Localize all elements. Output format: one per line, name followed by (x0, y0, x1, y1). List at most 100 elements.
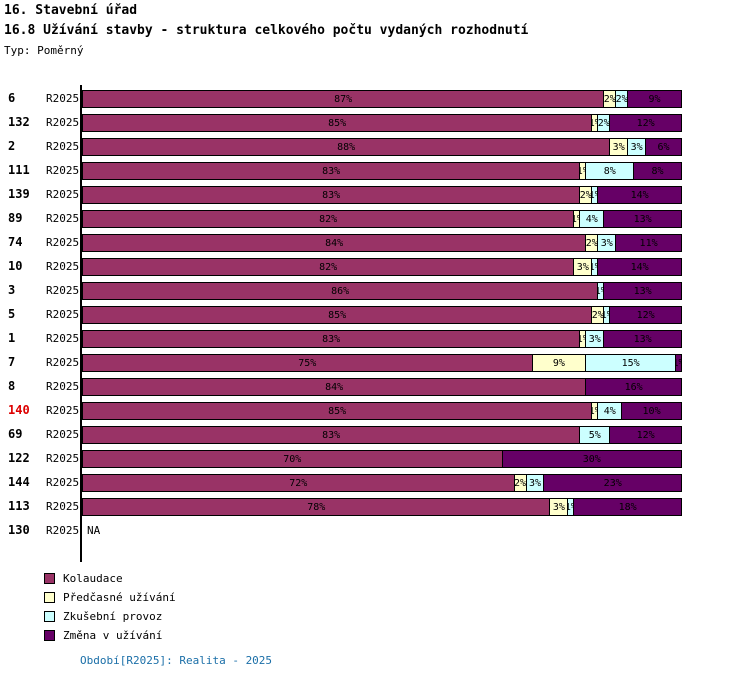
bar-segment: 3% (573, 259, 592, 275)
bar-segment-value: 84% (325, 381, 344, 393)
bar-segment: 1% (591, 403, 598, 419)
legend-item: Předčasné užívání (44, 588, 176, 607)
bar-segment-value: 14% (630, 261, 649, 273)
row-id: 89 (8, 211, 23, 225)
row-na-label: NA (87, 524, 101, 537)
row-bar: 82% 3%1% 14% (82, 258, 682, 276)
legend-label: Kolaudace (63, 572, 123, 585)
bar-segment: 1% (573, 211, 580, 227)
bar-segment-value: 13% (633, 285, 652, 297)
bar-segment: 83% (83, 427, 580, 443)
chart-row: 111 R2025 83% 1% 8% 8% (0, 158, 750, 182)
bar-segment: 70% (83, 451, 502, 467)
row-period-label: R2025 (46, 428, 80, 441)
bar-segment-value: 2% (579, 189, 592, 201)
bar-segment-value: 10% (642, 405, 661, 417)
row-id: 140 (8, 403, 30, 417)
bar-segment-value: 2% (597, 117, 610, 129)
bar-segment-value: 1% (568, 502, 573, 513)
chart-row: 140 R2025 85% 1% 4% 10% (0, 398, 750, 422)
stacked-bar-chart: 6 R2025 87%2%2%9% 132 R2025 85%1%2%12% 2… (0, 86, 750, 542)
row-bar: 82% 1% 4% 13% (82, 210, 682, 228)
bar-segment-value: 8% (603, 165, 616, 177)
row-period-label: R2025 (46, 188, 80, 201)
bar-segment: 9% (627, 91, 681, 107)
row-bar: 87% 2% 2% 9% (82, 90, 682, 108)
row-bar: 84% 16% (82, 378, 682, 396)
bar-segment-value: 83% (322, 189, 341, 201)
bar-segment-value: 83% (322, 429, 341, 441)
row-period-label: R2025 (46, 524, 80, 537)
bar-segment-value: 75% (298, 357, 317, 369)
bar-segment: 3% (549, 499, 568, 515)
bar-segment-value: 3% (552, 501, 565, 513)
row-id: 1 (8, 331, 16, 345)
row-bar: 78% 3%1% 18% (82, 498, 682, 516)
chart-row: 113 R2025 78% 3%1% 18% (0, 494, 750, 518)
chart-row: 69 R2025 83% 5% 12% (0, 422, 750, 446)
bar-segment-value: 2% (585, 237, 598, 249)
bar-segment: 14% (597, 259, 681, 275)
bar-segment-value: 13% (633, 333, 652, 345)
chart-row: 6 R2025 87% 2% 2% 9% (0, 86, 750, 110)
row-bar: 85% 2%1% 12% (82, 306, 682, 324)
bar-segment: 15% (585, 355, 675, 371)
row-id: 69 (8, 427, 23, 441)
bar-segment-value: 12% (636, 429, 655, 441)
chart-row: 132 R2025 85% 1%2% 12% (0, 110, 750, 134)
row-bar: 70% 30% (82, 450, 682, 468)
chart-row: 10 R2025 82% 3%1% 14% (0, 254, 750, 278)
bar-segment: 2% (579, 187, 592, 203)
legend-swatch (44, 630, 55, 641)
bar-segment: 75% (83, 355, 532, 371)
row-id: 7 (8, 355, 16, 369)
bar-segment-value: 3% (600, 237, 613, 249)
bar-segment-value: 6% (657, 141, 670, 153)
row-bar: 83% 1%3% 13% (82, 330, 682, 348)
row-period-label: R2025 (46, 356, 80, 369)
row-period-label: R2025 (46, 308, 80, 321)
bar-segment-value: 70% (283, 453, 302, 465)
bar-segment: 78% (83, 499, 550, 515)
bar-segment: 30% (501, 451, 681, 467)
bar-segment: 13% (603, 283, 681, 299)
bar-segment: 1% (675, 355, 681, 371)
bar-segment: 11% (615, 235, 681, 251)
bar-segment-value: 12% (636, 117, 655, 129)
row-period-label: R2025 (46, 404, 80, 417)
chart-row: 89 R2025 82% 1% 4% 13% (0, 206, 750, 230)
bar-segment: 10% (621, 403, 681, 419)
row-id: 6 (8, 91, 16, 105)
bar-segment: 4% (579, 211, 604, 227)
chart-row: 8 R2025 84% 16% (0, 374, 750, 398)
page-title: 16. Stavební úřad (4, 3, 138, 18)
bar-segment: 85% (83, 307, 592, 323)
legend-label: Změna v užívání (63, 629, 163, 642)
bar-segment-value: 13% (633, 213, 652, 225)
bar-segment-value: 2% (615, 93, 628, 105)
bar-segment-value: 82% (319, 213, 338, 225)
bar-segment: 12% (609, 115, 681, 131)
row-bar: 72% 2% 3% 23% (82, 474, 682, 492)
bar-segment: 1% (591, 259, 598, 275)
row-id: 10 (8, 259, 23, 273)
bar-segment-value: 83% (322, 333, 341, 345)
bar-segment-value: 72% (289, 477, 308, 489)
chart-row: 122 R2025 70% 30% (0, 446, 750, 470)
row-bar: 83% 1% 8% 8% (82, 162, 682, 180)
bar-segment: 83% (83, 331, 580, 347)
bar-segment-value: 85% (328, 309, 347, 321)
chart-rows: 6 R2025 87%2%2%9% 132 R2025 85%1%2%12% 2… (0, 86, 750, 542)
bar-segment: 88% (83, 139, 610, 155)
row-id: 5 (8, 307, 16, 321)
bar-segment: 3% (597, 235, 616, 251)
bar-segment: 83% (83, 187, 580, 203)
bar-segment: 83% (83, 163, 580, 179)
bar-segment-value: 82% (319, 261, 338, 273)
row-period-label: R2025 (46, 284, 80, 297)
period-footnote: Období[R2025]: Realita - 2025 (80, 654, 273, 667)
bar-segment: 1% (579, 163, 586, 179)
bar-segment-value: 4% (603, 405, 616, 417)
bar-segment: 4% (597, 403, 622, 419)
bar-segment-value: 1% (580, 166, 585, 177)
